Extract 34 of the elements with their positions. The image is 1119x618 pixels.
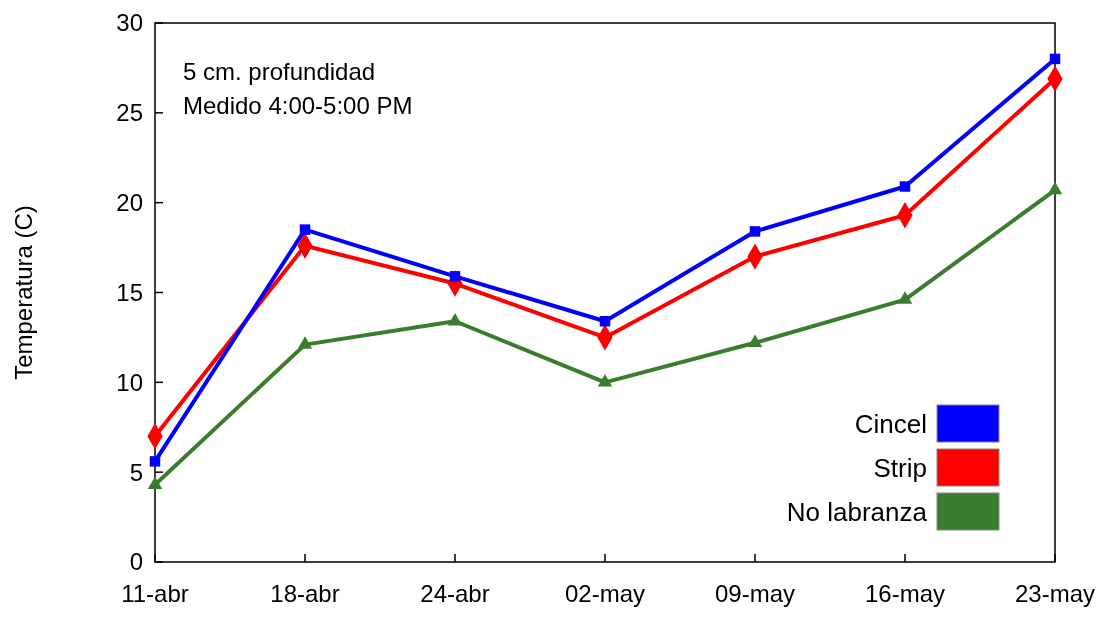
x-tick-label: 18-abr [270, 580, 340, 607]
x-tick-label: 16-may [864, 580, 946, 607]
x-tick-label: 11-abr [121, 580, 189, 607]
y-tick-label: 0 [129, 548, 143, 576]
legend-label: Strip [873, 453, 927, 484]
point [897, 291, 913, 304]
point [599, 316, 611, 327]
point [297, 336, 313, 349]
y-tick-label: 25 [116, 99, 143, 127]
annotation: Medido 4:00-5:00 PM [183, 92, 413, 119]
y-tick-label: 15 [116, 278, 143, 306]
point [749, 226, 761, 237]
annotation: 5 cm. profundidad [183, 58, 376, 85]
y-tick-label: 5 [129, 458, 143, 486]
legend-label: Cincel [854, 409, 927, 440]
legend-label: No labranza [786, 497, 928, 528]
x-tick-label: 02-may [564, 580, 646, 607]
point [1047, 181, 1063, 195]
x-tick-label: 23-may [1014, 580, 1096, 607]
point [149, 456, 161, 467]
point [147, 476, 163, 489]
x-tick-label: 24-abr [420, 580, 490, 607]
point [299, 224, 311, 235]
point [1049, 53, 1061, 65]
point [747, 334, 763, 347]
y-tick-label: 20 [116, 189, 143, 217]
y-axis-title: Temperatura (C) [10, 205, 37, 380]
y-tick-label: 10 [116, 368, 143, 396]
point [449, 271, 461, 282]
point [899, 181, 911, 192]
x-tick-label: 09-may [714, 580, 796, 607]
point [447, 312, 463, 326]
y-tick-label: 30 [116, 9, 143, 37]
point [597, 374, 613, 387]
